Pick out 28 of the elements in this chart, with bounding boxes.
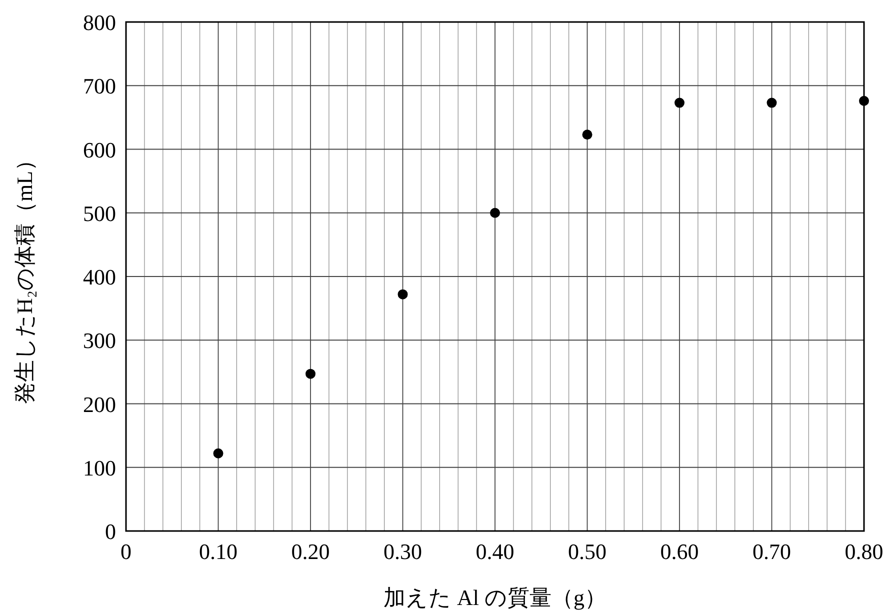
y-tick-label: 300: [83, 328, 116, 354]
point: [859, 96, 869, 106]
point: [766, 98, 777, 108]
point: [674, 98, 684, 108]
y-axis-title: 発生したH₂の体積（mL）: [12, 148, 37, 404]
x-tick-label: 0.30: [384, 539, 422, 564]
x-tick-label: 0.60: [660, 539, 699, 564]
point: [213, 448, 224, 458]
point: [582, 130, 592, 140]
y-tick-label: 400: [83, 264, 116, 290]
x-tick-label: 0.20: [291, 539, 330, 564]
y-tick-label: 800: [83, 10, 116, 35]
y-tick-label: 700: [83, 74, 116, 99]
x-tick-label: 0.10: [199, 539, 238, 564]
point: [306, 368, 316, 379]
x-tick-label: 0.80: [844, 539, 884, 564]
point: [490, 208, 500, 218]
y-tick-label: 200: [83, 392, 116, 417]
y-tick-label: 600: [83, 137, 116, 162]
x-tick-label: 0.70: [752, 539, 791, 564]
x-tick-label: 0: [120, 539, 132, 564]
y-tick-label: 500: [83, 200, 116, 226]
x-tick-label: 0.50: [568, 539, 606, 564]
point: [398, 289, 408, 300]
y-tick-label: 100: [83, 455, 116, 480]
y-tick-label: 0: [105, 519, 116, 544]
x-tick-label: 0.40: [476, 539, 514, 564]
x-axis-title: 加えた Al の質量（g）: [384, 585, 606, 610]
